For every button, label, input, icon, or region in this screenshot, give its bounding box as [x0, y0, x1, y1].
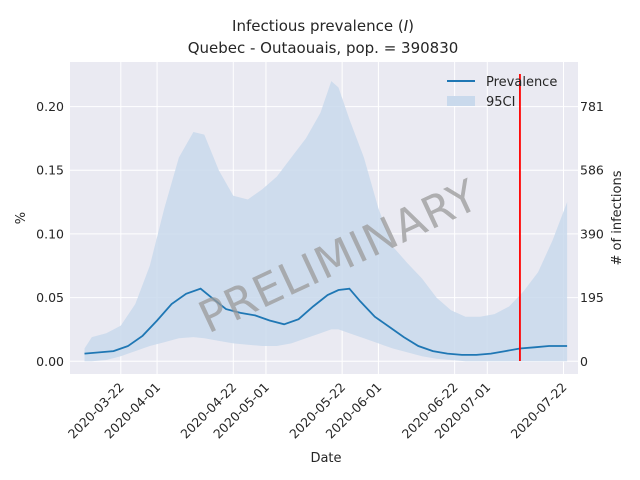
- prevalence-line-layer: [84, 287, 568, 356]
- right-axis-ticks: 0 195 390 586 781: [580, 99, 604, 369]
- x-axis-label: Date: [310, 451, 341, 466]
- chart-title: Infectious prevalence (I): [232, 17, 414, 35]
- chart-title-symbol: I: [404, 17, 409, 35]
- y-tick-label: 0.15: [36, 163, 64, 178]
- right-axis-label: # of infections: [610, 170, 625, 265]
- chart-subtitle: Quebec - Outaouais, pop. = 390830: [188, 39, 459, 57]
- y-tick-label: 0.10: [36, 226, 64, 241]
- right-tick-label: 0: [580, 354, 588, 369]
- right-tick-label: 390: [580, 226, 604, 241]
- chart-title-suffix: ): [408, 17, 414, 35]
- y-axis-label: %: [14, 212, 29, 224]
- ci-band-layer: [84, 81, 568, 362]
- y-tick-label: 0.20: [36, 99, 64, 114]
- legend-ci-label: 95CI: [486, 95, 515, 110]
- left-axis-ticks: 0.00 0.05 0.10 0.15 0.20: [36, 99, 64, 369]
- right-tick-label: 781: [580, 99, 604, 114]
- x-tick-label: 2020-07-22: [508, 380, 570, 442]
- right-tick-label: 195: [580, 290, 604, 305]
- right-tick-label: 586: [580, 163, 604, 178]
- prevalence-line: [84, 287, 568, 356]
- legend-ci-swatch: [447, 96, 475, 106]
- y-tick-label: 0.05: [36, 290, 64, 305]
- chart-title-prefix: Infectious prevalence (: [232, 17, 404, 35]
- ci-band: [84, 81, 568, 362]
- legend: Prevalence 95CI: [447, 75, 557, 110]
- y-tick-label: 0.00: [36, 354, 64, 369]
- legend-prevalence-label: Prevalence: [486, 75, 557, 90]
